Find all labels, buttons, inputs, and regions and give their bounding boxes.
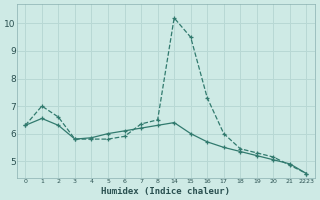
X-axis label: Humidex (Indice chaleur): Humidex (Indice chaleur) [101, 187, 230, 196]
